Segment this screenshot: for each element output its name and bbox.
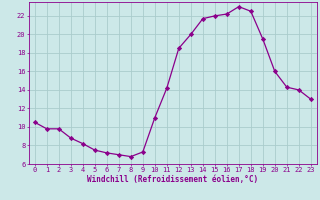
X-axis label: Windchill (Refroidissement éolien,°C): Windchill (Refroidissement éolien,°C) [87,175,258,184]
